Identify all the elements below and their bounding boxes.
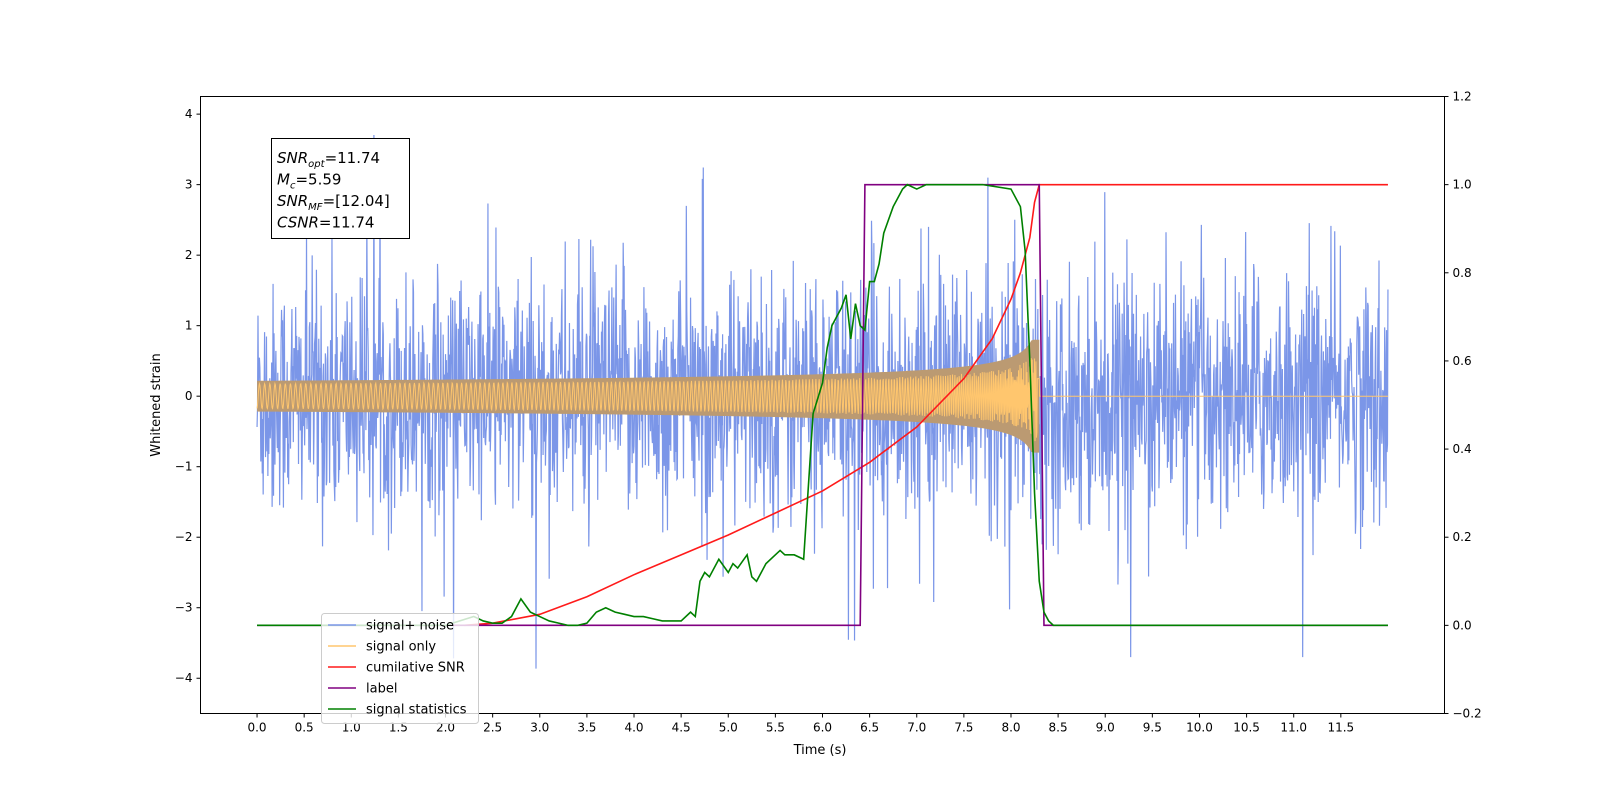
x-tick-label: 11.5 (1327, 721, 1354, 735)
y-left-tick-label: 4 (185, 107, 193, 121)
y-left-tick-label: 3 (185, 178, 193, 192)
legend-frame (321, 613, 479, 724)
y-right-tick-label: 0.6 (1453, 354, 1472, 368)
series-signal-statistics (257, 183, 1388, 627)
y-right-tick-label: 1.2 (1453, 90, 1472, 104)
legend: signal+ noise signal only cumilative SNR la… (321, 613, 479, 724)
y-right-tick-label: −0.2 (1453, 707, 1482, 721)
x-tick-label: 5.5 (766, 721, 785, 735)
series-cumilative-snr (464, 183, 1388, 627)
x-tick-label: 7.5 (954, 721, 973, 735)
y-right-tick-label: 0.0 (1453, 618, 1472, 632)
x-tick-label: 8.0 (1001, 721, 1020, 735)
y-right-tick-label: 1.0 (1453, 178, 1472, 192)
y-left-tick-label: −3 (175, 601, 193, 615)
x-tick-label: 4.0 (624, 721, 643, 735)
x-tick-label: 3.0 (530, 721, 549, 735)
x-tick-label: 8.5 (1049, 721, 1068, 735)
x-tick-label: 11.0 (1280, 721, 1307, 735)
y-right-tick-label: 0.8 (1453, 266, 1472, 280)
legend-label: signal+ noise (366, 619, 454, 634)
legend-label: signal statistics (366, 703, 467, 718)
x-tick-label: 10.0 (1186, 721, 1213, 735)
y-left-tick-label: −4 (175, 671, 193, 685)
legend-label: cumilative SNR (366, 661, 465, 676)
x-tick-label: 0.5 (295, 721, 314, 735)
x-tick-label: 6.5 (860, 721, 879, 735)
annotation-frame (271, 138, 410, 239)
plot-area (256, 134, 1389, 669)
y-right-tick-label: 0.2 (1453, 530, 1472, 544)
legend-label: label (366, 682, 397, 697)
y-left-tick-label: 1 (185, 319, 193, 333)
x-tick-label: 5.0 (719, 721, 738, 735)
legend-label: signal only (366, 640, 436, 655)
x-tick-label: 3.5 (577, 721, 596, 735)
signal-envelope (257, 339, 1040, 453)
annotation-line: CSNR=11.74 (277, 214, 374, 232)
y-axis-right: 1.2 1.0 0.8 0.6 0.4 0.2 0.0 −0.2 (1444, 90, 1482, 721)
x-axis-label: Time (s) (793, 743, 847, 758)
y-left-tick-label: 0 (185, 389, 193, 403)
annotation-line: Mc=5.59 (277, 171, 341, 192)
x-tick-label: 4.5 (672, 721, 691, 735)
annotation-line: SNRMF=[12.04] (277, 192, 390, 213)
x-tick-label: 0.0 (247, 721, 266, 735)
y-axis-label: Whitened strain (149, 353, 164, 456)
y-axis-left: 4 3 2 1 0 −1 −2 −3 −4 (175, 107, 201, 685)
annotation-box: SNRopt=11.74Mc=5.59SNRMF=[12.04]CSNR=11.… (271, 138, 410, 239)
x-tick-label: 2.5 (483, 721, 502, 735)
x-tick-label: 7.0 (907, 721, 926, 735)
x-tick-label: 10.5 (1233, 721, 1260, 735)
annotation-line: SNRopt=11.74 (277, 149, 380, 170)
y-right-tick-label: 0.4 (1453, 442, 1472, 456)
x-tick-label: 9.5 (1143, 721, 1162, 735)
x-tick-label: 6.0 (813, 721, 832, 735)
x-tick-label: 9.0 (1096, 721, 1115, 735)
y-left-tick-label: −2 (175, 530, 193, 544)
y-left-tick-label: −1 (175, 460, 193, 474)
y-left-tick-label: 2 (185, 248, 193, 262)
